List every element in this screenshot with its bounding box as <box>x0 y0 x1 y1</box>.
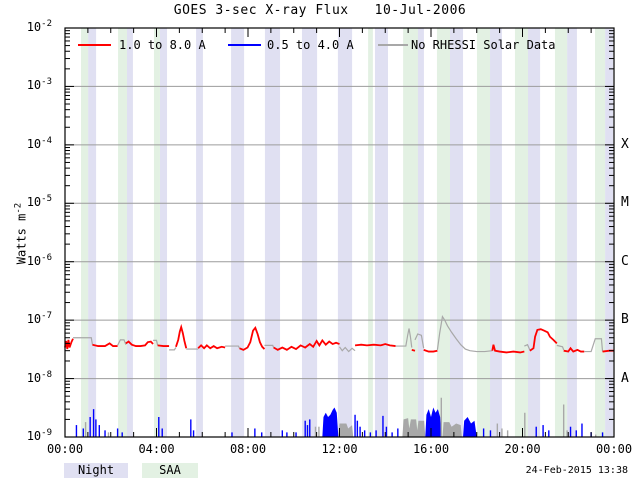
goes-long-line <box>64 338 74 350</box>
night-band <box>527 28 541 437</box>
x-tick-label: 20:00 <box>504 442 541 456</box>
goes-short-block <box>338 423 354 437</box>
night-band <box>605 28 614 437</box>
goes-short-block <box>402 418 426 437</box>
goes-long-line <box>264 344 275 348</box>
y-tick-label: 10-8 <box>26 369 52 385</box>
night-band <box>126 28 133 437</box>
night-band <box>490 28 502 437</box>
y-tick-label: 10-2 <box>26 19 52 34</box>
goes-short-block <box>442 422 462 437</box>
y-tick-label: 10-7 <box>26 311 52 327</box>
chart-date: 10-Jul-2006 <box>374 3 467 18</box>
legend-line-goes-short <box>228 44 261 46</box>
night-band <box>567 28 577 437</box>
saa-band <box>81 28 89 437</box>
night-band <box>88 28 97 437</box>
saa-band <box>118 28 127 437</box>
goes-long-line <box>411 348 416 352</box>
goes-long-line <box>117 339 127 346</box>
y-tick-label: 10-5 <box>26 194 52 210</box>
x-tick-label: 16:00 <box>412 442 450 456</box>
night-band <box>159 28 168 437</box>
night-band <box>231 28 245 437</box>
legend-line-goes-long <box>78 44 111 46</box>
saa-band <box>403 28 418 437</box>
saa-band <box>514 28 528 437</box>
night-legend-swatch: Night <box>64 463 128 478</box>
x-tick-label: 12:00 <box>321 442 358 456</box>
goes-long-line <box>225 345 241 349</box>
goes-long-line <box>395 328 413 348</box>
goes-long-line <box>125 340 154 347</box>
goes-long-line <box>414 333 425 349</box>
goes-short-block <box>425 407 442 437</box>
goes-long-line <box>524 343 531 351</box>
saa-legend-swatch: SAA <box>142 463 198 478</box>
goes-long-line <box>273 338 340 351</box>
goes-long-line <box>556 344 565 351</box>
goes-long-line <box>153 339 159 346</box>
chart-title-text: GOES 3-sec X-ray Flux <box>173 3 349 18</box>
goes-long-line <box>339 346 356 353</box>
saa-band <box>368 28 373 437</box>
goes-long-line <box>239 325 266 351</box>
saa-band <box>436 28 450 437</box>
saa-band <box>153 28 160 437</box>
goes-long-line <box>169 347 177 351</box>
y-tick-label: 10-4 <box>26 135 52 151</box>
goes-long-line <box>354 343 396 347</box>
goes-long-line <box>563 346 585 353</box>
y-tick-label: 10-3 <box>26 77 52 93</box>
goes-long-line <box>73 337 94 345</box>
legend-label-goes-short: 0.5 to 4.0 A <box>267 38 354 52</box>
flare-class-a: A <box>621 370 629 386</box>
goes-long-line <box>436 314 493 353</box>
x-tick-label: 04:00 <box>138 442 175 456</box>
y-tick-label: 10-6 <box>26 252 52 268</box>
flare-class-c: C <box>621 253 629 269</box>
legend-label-no-rhessi: No RHESSI Solar Data <box>411 38 556 52</box>
saa-band <box>554 28 568 437</box>
night-band <box>414 28 424 437</box>
goes-long-line <box>92 342 118 347</box>
goes-long-line <box>584 338 604 353</box>
goes-long-line <box>197 344 226 350</box>
goes-long-line <box>157 344 170 347</box>
goes-long-line <box>529 328 558 352</box>
legend-label-goes-long: 1.0 to 8.0 A <box>119 38 206 52</box>
saa-band <box>476 28 491 437</box>
flare-class-x: X <box>621 136 629 152</box>
chart-title: GOES 3-sec X-ray Flux 10-Jul-2006 <box>0 3 640 18</box>
saa-band <box>595 28 606 437</box>
x-tick-label: 08:00 <box>229 442 267 456</box>
night-band <box>449 28 464 437</box>
y-tick-label: 10-9 <box>26 428 52 443</box>
x-tick-label: 00:00 <box>595 442 633 456</box>
creation-timestamp: 24-Feb-2015 13:38 <box>525 465 628 476</box>
flare-class-m: M <box>621 195 629 211</box>
night-band <box>374 28 388 437</box>
night-band <box>264 28 281 437</box>
night-band <box>196 28 203 437</box>
goes-short-block <box>322 407 339 437</box>
flare-class-b: B <box>621 312 629 328</box>
night-band <box>337 28 353 437</box>
goes-long-line <box>491 344 525 354</box>
goes-long-line <box>175 323 188 349</box>
night-band <box>301 28 318 437</box>
x-tick-label: 00:00 <box>46 442 84 456</box>
goes-long-line <box>423 349 438 353</box>
legend-line-no-rhessi <box>378 44 408 46</box>
goes-short-block <box>463 416 477 437</box>
